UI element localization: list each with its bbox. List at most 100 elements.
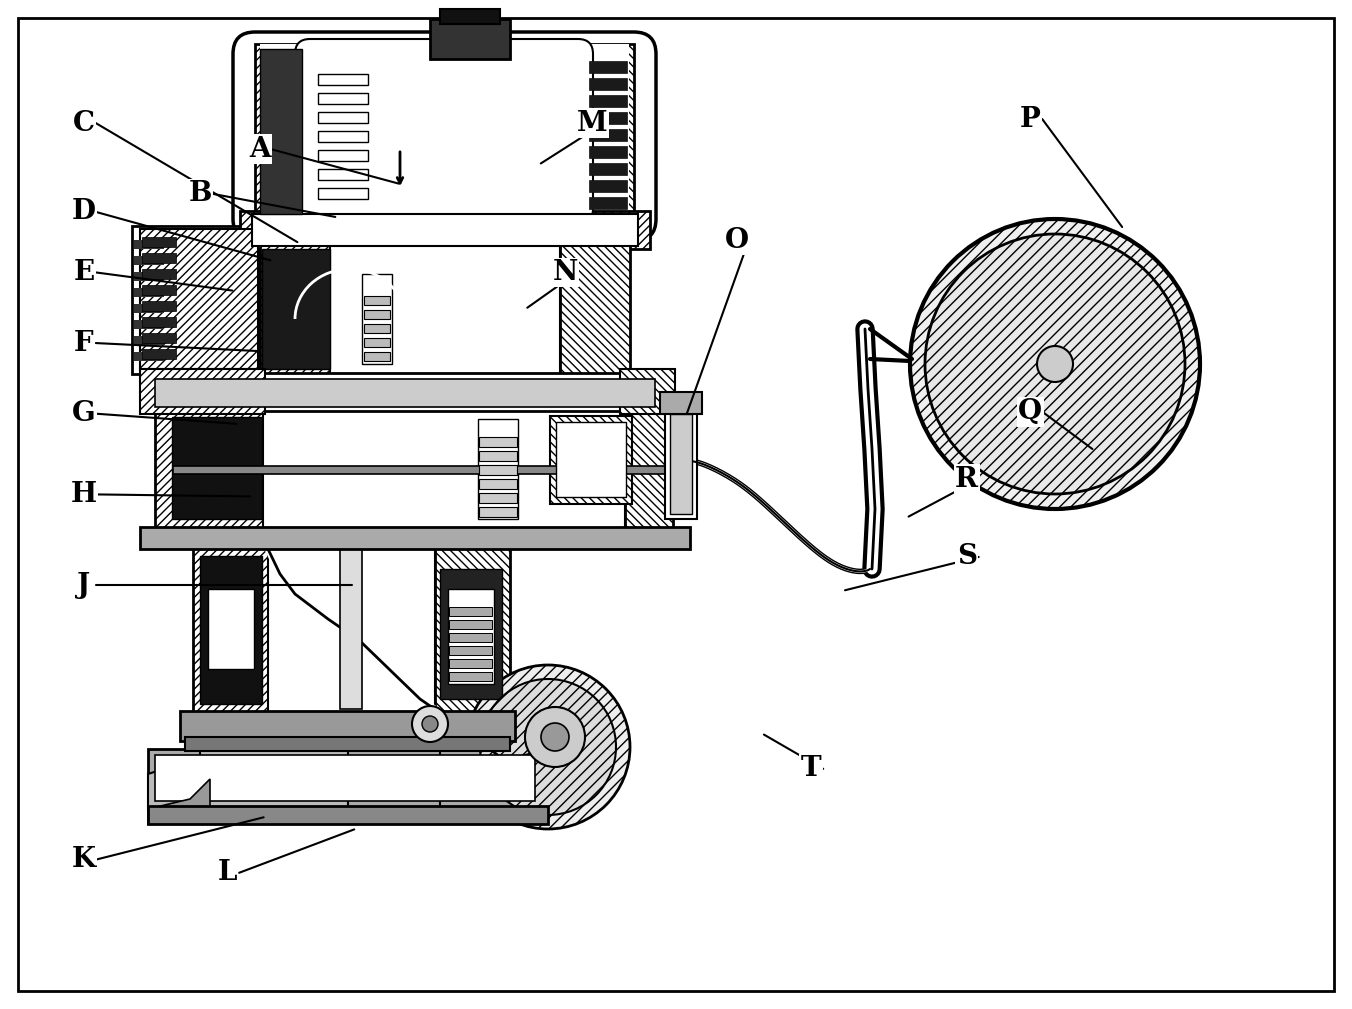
Polygon shape [147, 779, 210, 824]
Circle shape [910, 219, 1201, 509]
Bar [449, 607, 492, 616]
Bar [479, 493, 516, 503]
Bar [200, 556, 262, 704]
Bar [141, 527, 690, 549]
Bar [134, 256, 164, 265]
Bar [241, 211, 650, 249]
Bar [262, 78, 300, 90]
Bar [665, 409, 698, 519]
Bar [589, 129, 627, 141]
Bar [449, 620, 492, 629]
Circle shape [422, 716, 438, 732]
Bar [173, 466, 673, 474]
Bar [589, 146, 627, 158]
Text: B: B [188, 181, 212, 207]
Bar [134, 336, 164, 345]
Bar [141, 373, 671, 411]
Bar [262, 61, 300, 73]
FancyBboxPatch shape [233, 32, 656, 241]
Bar [318, 169, 368, 180]
Bar [589, 112, 627, 124]
Bar [318, 93, 368, 104]
Bar [172, 417, 262, 519]
Bar [264, 407, 625, 529]
Bar [449, 633, 492, 642]
Bar [142, 301, 176, 311]
Text: C: C [73, 110, 95, 136]
Bar [589, 95, 627, 107]
Bar [435, 546, 510, 714]
Bar [262, 180, 300, 192]
Circle shape [412, 706, 448, 742]
Bar [262, 112, 300, 124]
Circle shape [480, 679, 617, 815]
Bar [142, 349, 176, 359]
Bar [318, 112, 368, 123]
Polygon shape [147, 741, 347, 809]
Text: S: S [957, 544, 976, 570]
Bar [260, 241, 330, 379]
Circle shape [466, 665, 630, 829]
Bar [256, 44, 307, 219]
Text: O: O [725, 227, 749, 253]
Bar [141, 229, 258, 369]
Bar [364, 338, 389, 347]
Circle shape [541, 723, 569, 751]
Bar [142, 285, 176, 295]
Bar [134, 304, 164, 313]
Bar [132, 226, 260, 374]
Bar [449, 659, 492, 668]
Bar [193, 546, 268, 714]
Bar [142, 253, 176, 263]
Bar [185, 737, 510, 751]
Circle shape [925, 234, 1184, 494]
Bar [479, 507, 516, 517]
Bar [625, 407, 673, 529]
Bar [262, 95, 300, 107]
Text: E: E [73, 259, 95, 286]
Circle shape [525, 707, 585, 767]
Bar [262, 163, 300, 175]
Bar [262, 146, 300, 158]
Bar [318, 74, 368, 85]
Bar [430, 19, 510, 59]
Bar [142, 269, 176, 279]
Bar [364, 296, 389, 305]
Bar [362, 274, 392, 364]
Bar [589, 163, 627, 175]
Bar [479, 479, 516, 489]
Bar [301, 49, 587, 214]
Bar [318, 131, 368, 142]
Bar [262, 249, 330, 369]
Bar [660, 393, 702, 414]
Bar [180, 711, 515, 741]
Text: H: H [70, 481, 97, 508]
Polygon shape [260, 49, 301, 214]
Bar [155, 755, 535, 801]
Bar [621, 369, 675, 414]
Bar [251, 214, 638, 246]
Text: F: F [74, 330, 93, 356]
Bar [134, 288, 164, 297]
Bar [556, 422, 626, 497]
Circle shape [1037, 346, 1073, 382]
Bar [589, 180, 627, 192]
Bar [134, 352, 164, 361]
Bar [560, 241, 630, 379]
Bar [439, 569, 502, 699]
Text: J: J [77, 572, 91, 598]
Bar [134, 320, 164, 329]
Bar [142, 317, 176, 327]
Bar [142, 333, 176, 343]
Bar [318, 150, 368, 161]
Bar [260, 44, 629, 214]
Bar [449, 672, 492, 681]
Bar [134, 240, 164, 249]
FancyBboxPatch shape [295, 39, 594, 224]
Bar [550, 416, 631, 504]
Bar [141, 369, 265, 414]
Bar [318, 188, 368, 199]
Text: N: N [553, 259, 577, 286]
Bar [147, 749, 544, 809]
Bar [449, 646, 492, 655]
